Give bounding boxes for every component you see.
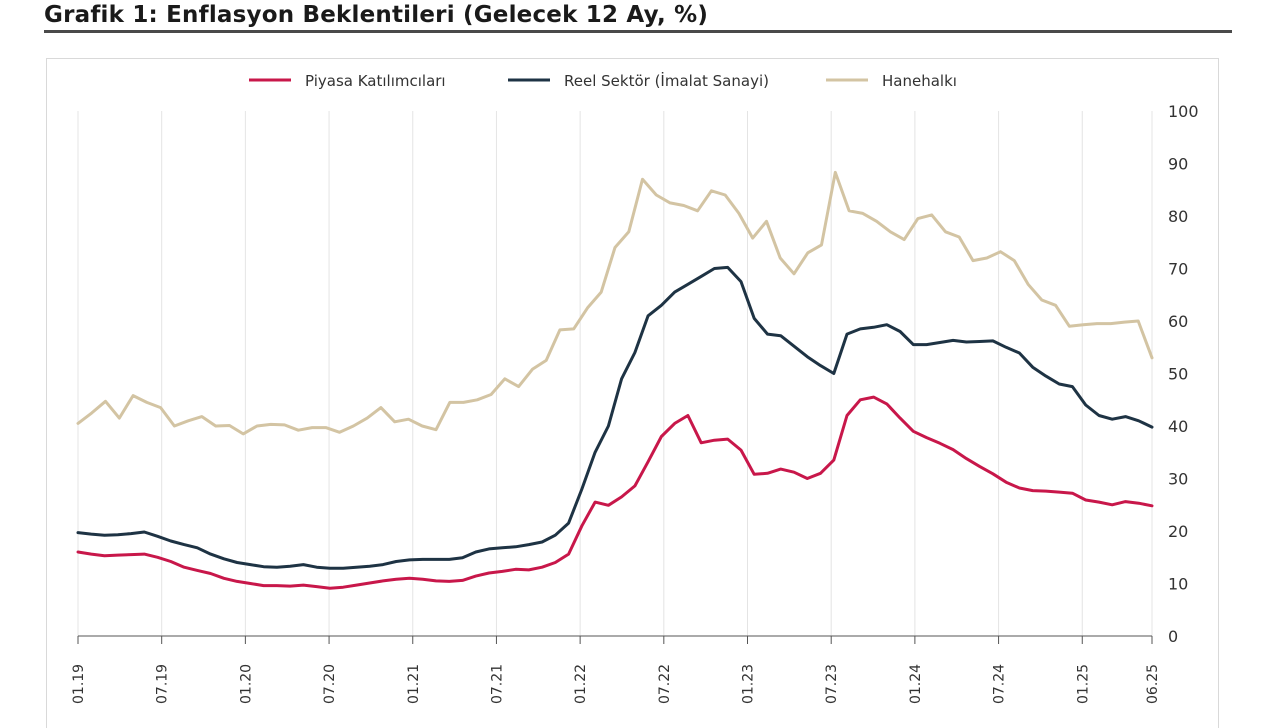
- y-tick-label: 10: [1168, 575, 1188, 594]
- series-line: [76, 265, 1154, 570]
- x-tick-label: 07.23: [824, 664, 840, 704]
- x-tick-label: 01.23: [741, 664, 757, 704]
- chart-frame: [46, 58, 1219, 728]
- x-tick-label: 07.24: [992, 664, 1008, 704]
- y-tick-label: 70: [1168, 260, 1188, 279]
- x-tick-label: 07.21: [489, 664, 505, 704]
- y-tick-label: 40: [1168, 417, 1188, 436]
- x-tick-label: 07.22: [657, 664, 673, 704]
- chart-title: Grafik 1: Enflasyon Beklentileri (Gelece…: [44, 2, 709, 28]
- x-tick-label: 01.22: [573, 664, 589, 704]
- x-tick-label: 07.20: [322, 664, 338, 704]
- title-underline: [44, 30, 1232, 33]
- x-tick-label: 01.19: [71, 664, 87, 704]
- y-tick-label: 90: [1168, 155, 1188, 174]
- y-tick-label: 20: [1168, 522, 1188, 541]
- x-tick-label: 06.25: [1145, 664, 1161, 704]
- y-tick-label: 80: [1168, 207, 1188, 226]
- y-tick-label: 30: [1168, 470, 1188, 489]
- x-tick-label: 01.21: [406, 664, 422, 704]
- x-tick-label: 01.24: [908, 664, 924, 704]
- legend-label: Hanehalkı: [882, 72, 957, 90]
- x-tick-label: 01.25: [1075, 664, 1091, 704]
- legend-label: Piyasa Katılımcıları: [305, 72, 446, 90]
- series-line: [76, 395, 1154, 590]
- x-tick-label: 07.19: [155, 664, 171, 704]
- y-tick-label: 60: [1168, 312, 1188, 331]
- y-tick-label: 0: [1168, 627, 1178, 646]
- series-line: [76, 170, 1154, 436]
- y-tick-label: 100: [1168, 102, 1199, 121]
- y-tick-label: 50: [1168, 365, 1188, 384]
- x-tick-label: 01.20: [238, 664, 254, 704]
- legend-label: Reel Sektör (İmalat Sanayi): [564, 71, 769, 90]
